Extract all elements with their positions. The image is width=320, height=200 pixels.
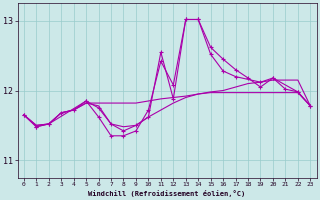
- X-axis label: Windchill (Refroidissement éolien,°C): Windchill (Refroidissement éolien,°C): [88, 190, 246, 197]
